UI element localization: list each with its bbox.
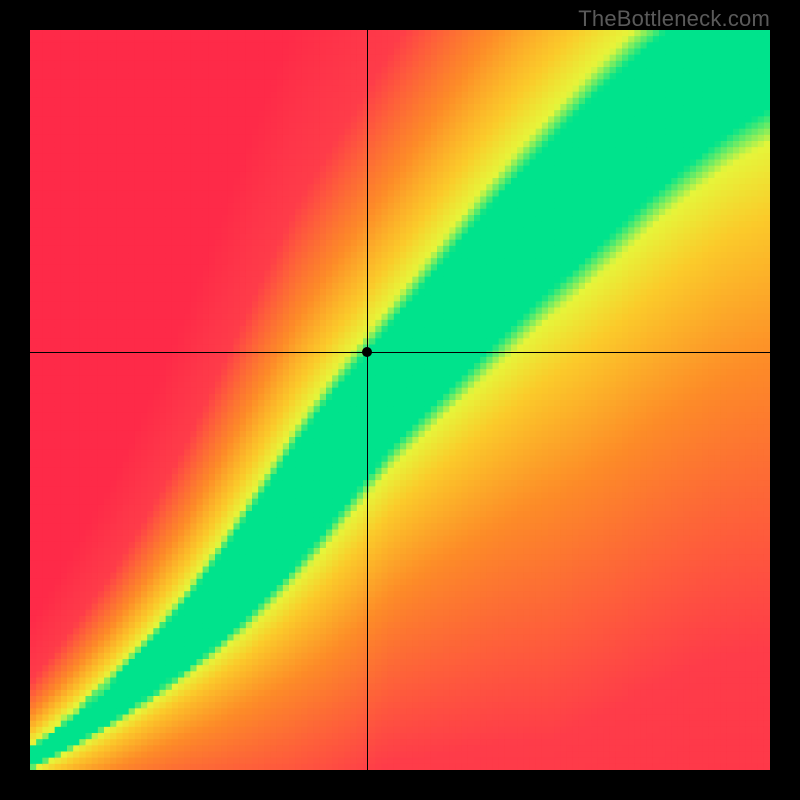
watermark-text: TheBottleneck.com [578,6,770,32]
crosshair-marker [362,347,372,357]
crosshair-vertical [367,30,368,770]
crosshair-horizontal [30,352,770,353]
heatmap-canvas [30,30,770,770]
plot-area [30,30,770,770]
chart-container: TheBottleneck.com [0,0,800,800]
